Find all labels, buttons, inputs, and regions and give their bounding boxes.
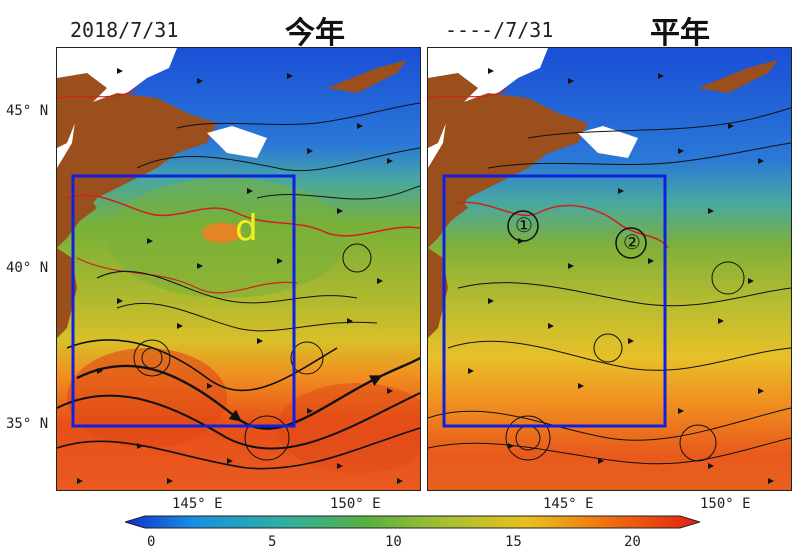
current-streamlines-right bbox=[428, 107, 791, 465]
analysis-region-box-right bbox=[442, 174, 667, 428]
left-sst-map bbox=[57, 48, 420, 490]
right-date-label: ----/7/31 bbox=[445, 18, 554, 42]
lon-tick-left-150: 150° E bbox=[330, 496, 381, 512]
left-map-panel: d bbox=[56, 47, 421, 491]
colorbar-tick-15: 15 bbox=[505, 534, 522, 550]
right-title: 平年 bbox=[650, 16, 710, 51]
land-masses-right bbox=[428, 48, 778, 338]
lon-tick-left-145: 145° E bbox=[172, 496, 223, 512]
marker-1: ① bbox=[515, 213, 533, 237]
colorbar-tick-0: 0 bbox=[147, 534, 156, 550]
right-map-panel: ① ② bbox=[427, 47, 792, 491]
sst-contour-line bbox=[66, 194, 420, 237]
left-title: 今年 bbox=[285, 16, 345, 51]
colorbar-tick-5: 5 bbox=[268, 534, 277, 550]
left-date-label: 2018/7/31 bbox=[70, 18, 179, 42]
colorbar-tick-10: 10 bbox=[385, 534, 402, 550]
marker-2-circle bbox=[615, 227, 647, 259]
right-sst-map bbox=[428, 48, 791, 490]
marker-2: ② bbox=[623, 230, 641, 254]
marker-1-circle bbox=[507, 210, 539, 242]
colorbar bbox=[125, 515, 700, 529]
colorbar-tick-20: 20 bbox=[624, 534, 641, 550]
current-arrows bbox=[77, 68, 403, 484]
lon-tick-right-150: 150° E bbox=[700, 496, 751, 512]
current-arrows-right bbox=[468, 68, 774, 484]
lat-tick-40: 40° N bbox=[6, 260, 49, 276]
region-d-label: d bbox=[235, 208, 258, 249]
lat-tick-45: 45° N bbox=[6, 103, 49, 119]
land-masses bbox=[57, 48, 407, 338]
lat-tick-35: 35° N bbox=[6, 416, 49, 432]
analysis-region-box bbox=[71, 174, 296, 428]
lon-tick-right-145: 145° E bbox=[543, 496, 594, 512]
